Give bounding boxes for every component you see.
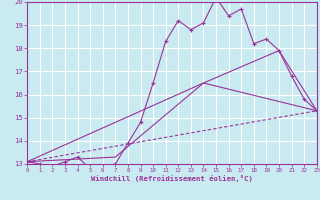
X-axis label: Windchill (Refroidissement éolien,°C): Windchill (Refroidissement éolien,°C) bbox=[91, 175, 253, 182]
